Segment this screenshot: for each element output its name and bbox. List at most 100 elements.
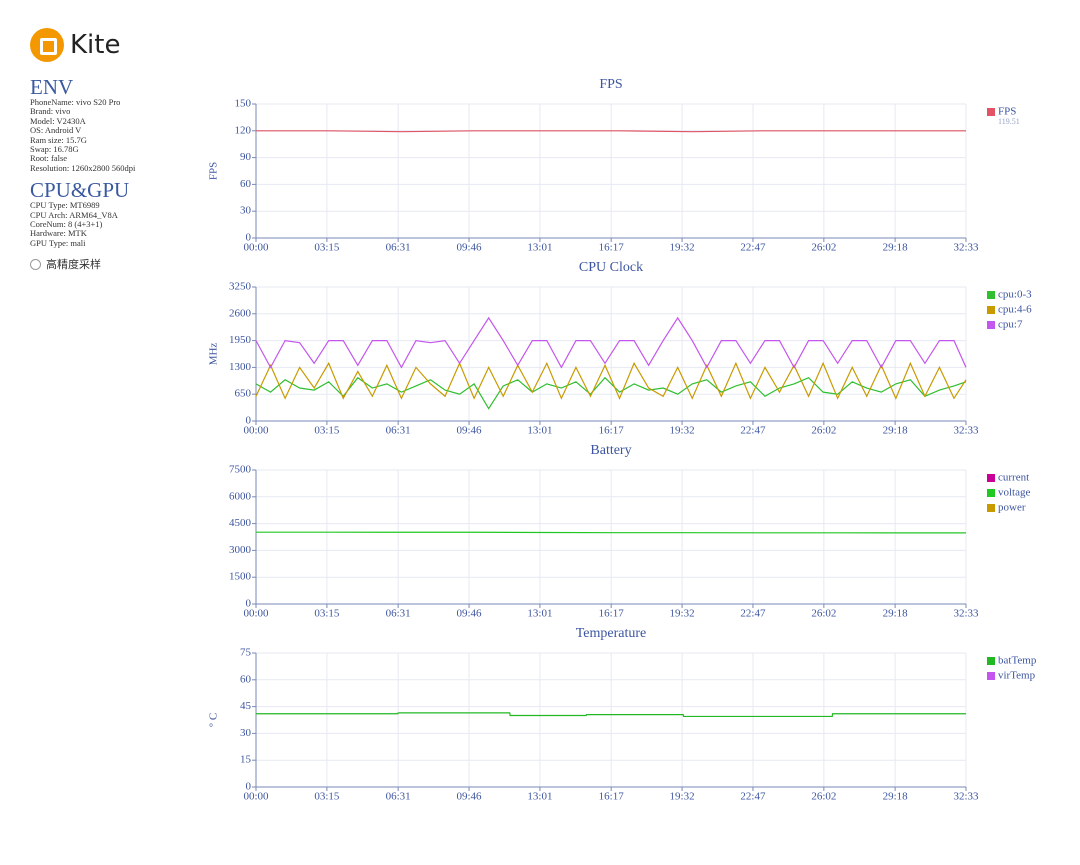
y-tick-label: 1950 bbox=[229, 334, 252, 346]
option[interactable]: 高精度采样 bbox=[30, 256, 220, 272]
x-tick-label: 19:32 bbox=[670, 242, 695, 254]
x-tick-label: 16:17 bbox=[599, 608, 625, 620]
y-tick-label: 7500 bbox=[229, 464, 252, 476]
y-tick-label: 3000 bbox=[229, 544, 252, 556]
x-tick-label: 26:02 bbox=[811, 425, 836, 437]
logo-text: Kite bbox=[70, 30, 121, 60]
x-tick-label: 06:31 bbox=[386, 425, 411, 437]
x-tick-label: 29:18 bbox=[883, 791, 909, 803]
legend-swatch bbox=[987, 489, 995, 497]
x-tick-label: 29:18 bbox=[883, 425, 909, 437]
x-tick-label: 09:46 bbox=[457, 425, 483, 437]
env-title: ENV bbox=[30, 75, 74, 99]
legend-swatch bbox=[987, 321, 995, 329]
x-tick-label: 06:31 bbox=[386, 242, 411, 254]
info-line: CPU Type: MT6989 bbox=[30, 200, 100, 211]
radio[interactable] bbox=[30, 258, 41, 270]
y-tick-label: 1500 bbox=[229, 571, 252, 583]
x-tick-label: 00:00 bbox=[243, 608, 269, 620]
legend-label: FPS bbox=[998, 106, 1016, 118]
x-tick-label: 16:17 bbox=[599, 791, 625, 803]
x-tick-label: 19:32 bbox=[670, 791, 695, 803]
x-tick-label: 32:33 bbox=[953, 425, 979, 437]
y-tick-label: 0 bbox=[246, 781, 252, 793]
y-tick-label: 60 bbox=[240, 178, 252, 190]
y-axis-label: FPS bbox=[208, 162, 220, 180]
info-line: CoreNum: 8 (4+3+1) bbox=[30, 219, 103, 230]
x-tick-label: 16:17 bbox=[599, 425, 625, 437]
x-tick-label: 29:18 bbox=[883, 608, 909, 620]
logo-icon bbox=[30, 28, 64, 62]
x-tick-label: 13:01 bbox=[527, 242, 552, 254]
x-tick-label: 03:15 bbox=[314, 608, 340, 620]
info-line: GPU Type: mali bbox=[30, 237, 86, 248]
legend-label: power bbox=[998, 502, 1026, 514]
legend-value: 119.51 bbox=[998, 117, 1020, 126]
legend-swatch bbox=[987, 672, 995, 680]
info-line: Ram size: 15.7G bbox=[30, 134, 87, 145]
y-tick-label: 0 bbox=[246, 232, 252, 244]
x-tick-label: 09:46 bbox=[457, 791, 483, 803]
y-tick-label: 650 bbox=[235, 388, 252, 400]
legend-label: current bbox=[998, 472, 1029, 484]
legend-swatch bbox=[987, 291, 995, 299]
y-tick-label: 6000 bbox=[229, 490, 252, 502]
x-tick-label: 13:01 bbox=[527, 425, 552, 437]
y-tick-label: 90 bbox=[240, 151, 252, 163]
cpu-gpu-title: CPU&GPU bbox=[30, 178, 130, 203]
logo: Kite bbox=[30, 28, 220, 62]
x-tick-label: 22:47 bbox=[740, 791, 766, 803]
info-line: Brand: vivo bbox=[30, 106, 71, 117]
chart-title: CPU Clock bbox=[579, 260, 643, 275]
y-tick-label: 120 bbox=[235, 124, 252, 136]
x-tick-label: 09:46 bbox=[457, 608, 483, 620]
x-tick-label: 22:47 bbox=[740, 242, 766, 254]
info-line: Swap: 16.78G bbox=[30, 144, 79, 155]
y-tick-label: 150 bbox=[235, 98, 252, 110]
x-tick-label: 00:00 bbox=[243, 425, 269, 437]
info-line: PhoneName: vivo S20 Pro bbox=[30, 97, 121, 107]
series-line bbox=[256, 130, 966, 133]
x-tick-label: 03:15 bbox=[314, 242, 340, 254]
y-tick-label: 3250 bbox=[229, 281, 252, 293]
legend-swatch bbox=[987, 306, 995, 314]
series-line bbox=[256, 531, 966, 534]
x-tick-label: 22:47 bbox=[740, 608, 766, 620]
legend-label: batTemp bbox=[998, 655, 1037, 667]
legend-label: cpu:7 bbox=[998, 319, 1023, 331]
info-line: Root: false bbox=[30, 153, 68, 164]
x-tick-label: 32:33 bbox=[953, 242, 979, 254]
env-info: PhoneName: vivo S20 Pro Brand: vivo Model:… bbox=[30, 97, 220, 173]
y-tick-label: 75 bbox=[240, 647, 252, 659]
option-label: 高精度采样 bbox=[46, 258, 101, 272]
x-tick-label: 00:00 bbox=[243, 791, 269, 803]
x-tick-label: 29:18 bbox=[883, 242, 909, 254]
y-tick-label: 30 bbox=[240, 727, 252, 739]
series-line bbox=[256, 712, 966, 718]
info-line: Model: V2430A bbox=[30, 115, 86, 126]
legend-label: cpu:0-3 bbox=[998, 289, 1032, 301]
x-tick-label: 32:33 bbox=[953, 791, 979, 803]
x-tick-label: 19:32 bbox=[670, 608, 695, 620]
legend-label: cpu:4-6 bbox=[998, 304, 1032, 316]
legend-label: virTemp bbox=[998, 670, 1036, 682]
x-tick-label: 16:17 bbox=[599, 242, 625, 254]
y-tick-label: 1300 bbox=[229, 361, 252, 373]
cpu-gpu-info: CPU Type: MT6989 CPU Arch: ARM64_V8A CoreN… bbox=[30, 200, 220, 248]
x-tick-label: 03:15 bbox=[314, 791, 340, 803]
chart-title: Battery bbox=[590, 443, 631, 458]
x-tick-label: 13:01 bbox=[527, 608, 552, 620]
y-tick-label: 15 bbox=[240, 754, 252, 766]
y-tick-label: 0 bbox=[246, 598, 252, 610]
info-line: Hardware: MTK bbox=[30, 228, 87, 239]
info-line: CPU Arch: ARM64_V8A bbox=[30, 209, 118, 220]
y-axis-label: MHz bbox=[208, 343, 220, 366]
x-tick-label: 26:02 bbox=[811, 791, 836, 803]
x-tick-label: 26:02 bbox=[811, 242, 836, 254]
x-tick-label: 00:00 bbox=[243, 242, 269, 254]
x-tick-label: 03:15 bbox=[314, 425, 340, 437]
y-tick-label: 4500 bbox=[229, 517, 252, 529]
info-line: Resolution: 1260x2800 560dpi bbox=[30, 162, 136, 173]
chart-title: FPS bbox=[599, 77, 622, 92]
